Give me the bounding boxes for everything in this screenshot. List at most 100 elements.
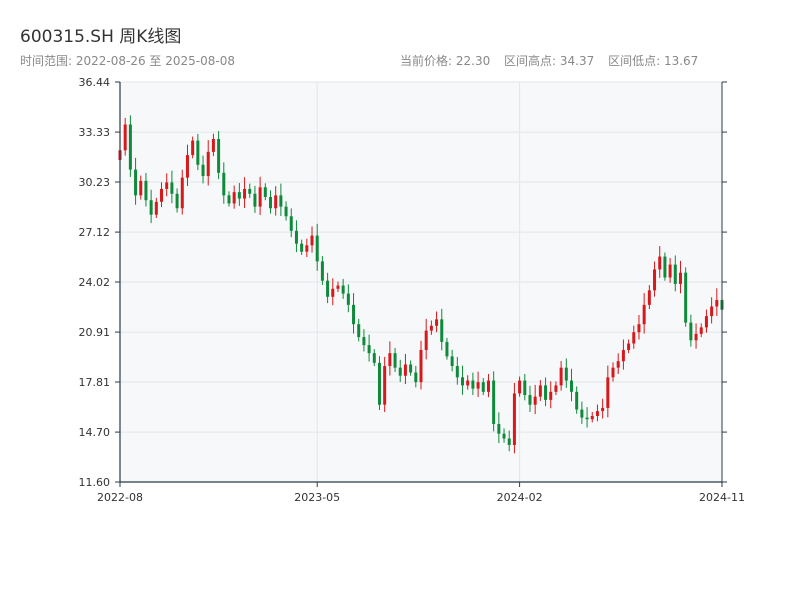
candle-body: [523, 380, 527, 396]
candle-body: [403, 364, 407, 376]
candle-body: [694, 333, 698, 341]
candle-body: [128, 124, 132, 170]
candle-body: [362, 337, 366, 346]
candle-body: [528, 395, 532, 405]
candle-body: [144, 180, 148, 201]
current-price-text: 当前价格: 22.30: [400, 54, 491, 68]
candle-body: [419, 349, 423, 383]
y-tick-label: 17.81: [79, 376, 111, 389]
candle-body: [175, 193, 179, 209]
candle-body: [300, 243, 304, 252]
candle-body: [606, 377, 610, 408]
candle-body: [492, 380, 496, 425]
candle-body: [554, 385, 558, 392]
y-tick-label: 20.91: [79, 326, 111, 339]
candle-body: [237, 192, 241, 199]
candle-body: [627, 343, 631, 350]
candle-body: [211, 139, 215, 152]
candle-body: [284, 206, 288, 217]
candle-body: [217, 139, 221, 173]
candle-body: [294, 230, 298, 244]
candle-body: [580, 409, 584, 418]
candle-body: [647, 290, 651, 305]
candle-body: [507, 438, 511, 445]
candle-body: [346, 293, 350, 305]
candle-body: [398, 367, 402, 376]
candle-body: [673, 264, 677, 284]
candles: [118, 115, 724, 454]
candle-body: [658, 256, 662, 270]
candle-body: [248, 188, 252, 194]
candle-body: [704, 316, 708, 328]
candle-body: [678, 272, 682, 284]
candle-body: [393, 353, 397, 368]
candle-body: [279, 195, 283, 207]
x-tick-label: 2022-08: [97, 491, 143, 504]
candle-body: [372, 353, 376, 363]
candle-body: [455, 366, 459, 378]
candle-body: [497, 424, 501, 434]
y-tick-label: 14.70: [79, 426, 111, 439]
candle-body: [481, 382, 485, 392]
candle-body: [699, 327, 703, 334]
candle-body: [154, 201, 158, 215]
candle-body: [668, 264, 672, 278]
candle-body: [185, 155, 189, 178]
candle-body: [684, 272, 688, 323]
candle-body: [502, 433, 506, 439]
y-tick-label: 36.44: [79, 76, 111, 89]
x-tick-label: 2024-11: [699, 491, 745, 504]
candle-body: [424, 330, 428, 350]
candle-body: [315, 235, 319, 262]
candle-body: [201, 164, 205, 177]
candle-body: [632, 332, 636, 344]
candle-body: [357, 324, 361, 338]
candle-body: [559, 367, 563, 386]
candle-body: [352, 304, 356, 325]
candle-body: [414, 372, 418, 383]
candle-body: [305, 245, 309, 252]
candle-body: [139, 180, 143, 196]
y-tick-label: 24.02: [79, 276, 111, 289]
candle-body: [590, 415, 594, 420]
candle-body: [601, 407, 605, 412]
candle-body: [575, 391, 579, 410]
candle-body: [196, 140, 200, 165]
candle-body: [715, 300, 719, 307]
range-high-text: 区间高点: 34.37: [504, 54, 595, 68]
candle-body: [269, 196, 272, 209]
candle-body: [160, 188, 164, 202]
candle-body: [621, 349, 625, 362]
candle-body: [263, 187, 267, 197]
candle-body: [486, 380, 490, 392]
candle-body: [258, 187, 262, 207]
candle-body: [570, 380, 573, 392]
candle-body: [409, 364, 413, 373]
candle-body: [336, 285, 340, 289]
candle-body: [429, 325, 433, 331]
x-tick-label: 2024-02: [497, 491, 543, 504]
range-low-text: 区间低点: 13.67: [608, 54, 699, 68]
candle-body: [435, 319, 439, 326]
candle-body: [564, 367, 568, 381]
candle-body: [222, 172, 226, 196]
candle-body: [320, 261, 324, 281]
candle-body: [471, 380, 475, 389]
y-axis-ticks: 11.60 14.70 17.81 20.91 24.02 27.12 30.23 33.33…: [79, 76, 727, 489]
candle-body: [170, 182, 174, 194]
candle-body: [341, 285, 345, 294]
y-tick-label: 30.23: [79, 176, 111, 189]
candle-body: [331, 288, 335, 297]
candle-body: [367, 345, 371, 354]
candle-body: [383, 366, 387, 405]
chart-title: 600315.SH 周K线图: [20, 27, 182, 47]
y-tick-label: 27.12: [79, 226, 111, 239]
candle-body: [544, 385, 548, 400]
candle-body: [533, 396, 537, 405]
x-axis-ticks: 2022-082023-052024-022024-112025-072025-…: [97, 482, 745, 504]
stats-bar: 当前价格: 22.30 区间高点: 34.37 区间低点: 13.67: [400, 52, 708, 69]
candle-body: [206, 151, 210, 177]
candle-body: [518, 380, 522, 394]
y-tick-label: 33.33: [79, 126, 111, 139]
candle-body: [243, 188, 247, 199]
